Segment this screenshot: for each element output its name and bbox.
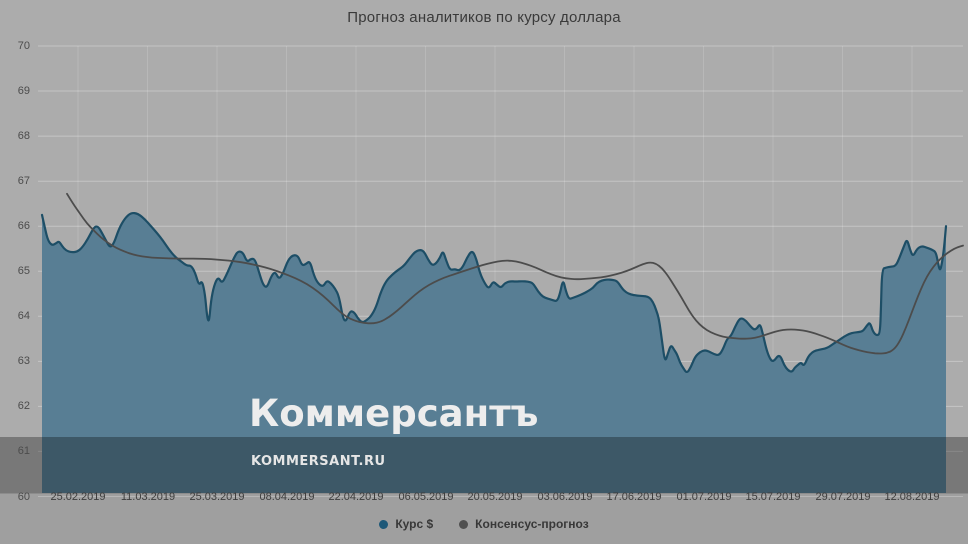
x-tick-label: 08.04.2019 [259, 491, 315, 503]
chart-title: Прогноз аналитиков по курсу доллара [347, 9, 621, 26]
x-tick-label: 25.02.2019 [50, 491, 106, 503]
y-tick-label: 69 [17, 85, 30, 97]
x-tick-label: 29.07.2019 [815, 491, 871, 503]
x-tick-label: 20.05.2019 [467, 491, 523, 503]
y-tick-label: 61 [17, 445, 30, 457]
kommersant-site-watermark: KOMMERSANT.RU [251, 454, 386, 469]
x-tick-label: 12.08.2019 [884, 491, 940, 503]
x-tick-label: 15.07.2019 [745, 491, 801, 503]
x-tick-label: 22.04.2019 [328, 491, 384, 503]
legend-item-kurs[interactable]: Курс $ [379, 517, 433, 531]
legend-item-kurs-label: Курс $ [395, 517, 434, 531]
consensus-series-dot-icon [459, 519, 469, 529]
legend-item-consensus[interactable]: Консенсус-прогноз [459, 517, 589, 531]
y-tick-label: 62 [17, 400, 30, 412]
kurs-line [40, 211, 948, 374]
y-tick-label: 67 [17, 175, 30, 187]
y-tick-label: 68 [17, 130, 30, 142]
kurs-area-fill [42, 213, 946, 493]
kommersant-watermark: Коммерсантъ [249, 392, 539, 435]
legend-item-consensus-label: Консенсус-прогноз [475, 517, 589, 531]
dark-band-overlay [0, 437, 968, 494]
y-tick-label: 63 [17, 355, 30, 367]
kurs-series-dot-icon [379, 519, 389, 529]
x-tick-label: 25.03.2019 [189, 491, 245, 503]
y-tick-label: 65 [17, 265, 30, 277]
y-tick-label: 64 [17, 310, 30, 322]
y-tick-label: 66 [17, 220, 30, 232]
x-tick-label: 01.07.2019 [676, 491, 732, 503]
x-tick-label: 06.05.2019 [398, 491, 454, 503]
footer-band-overlay [0, 493, 968, 544]
y-tick-label: 60 [17, 491, 30, 503]
chart-legend: Курс $ Консенсус-прогноз [0, 517, 968, 531]
consensus-line [66, 192, 964, 355]
x-tick-label: 03.06.2019 [537, 491, 593, 503]
y-tick-label: 70 [17, 40, 30, 52]
x-tick-label: 11.03.2019 [120, 491, 176, 503]
x-tick-label: 17.06.2019 [606, 491, 662, 503]
